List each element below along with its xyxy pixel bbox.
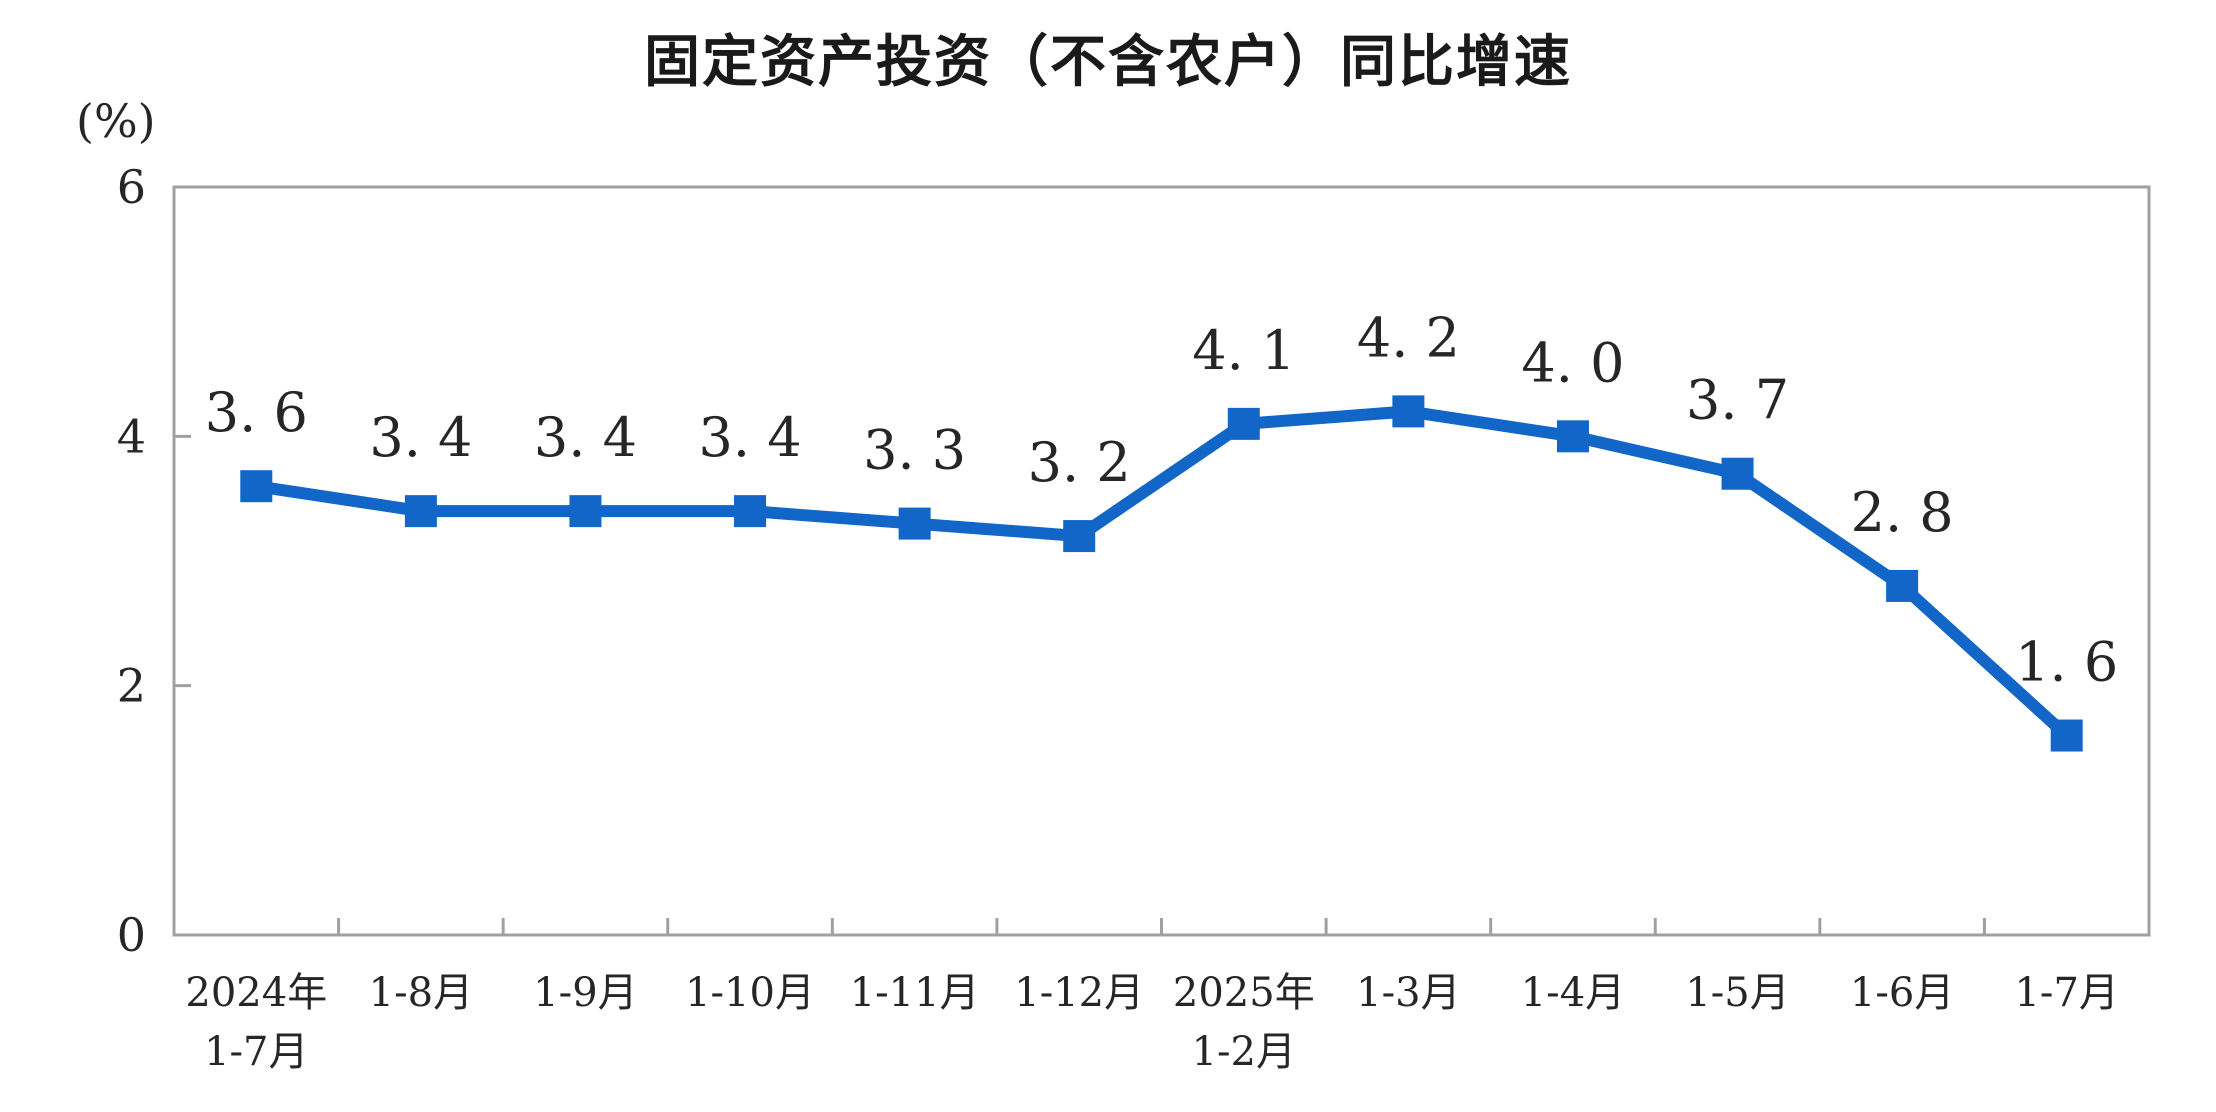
y-axis-unit-label: (%) (76, 94, 156, 148)
x-axis-category-label: 1-3月 (1356, 970, 1460, 1016)
data-line (255, 405, 2071, 740)
data-point-label: 3. 4 (699, 406, 802, 469)
x-axis-category-label: 2025年 (1173, 970, 1315, 1016)
data-point-marker (898, 507, 931, 540)
y-axis-tick-label: 2 (117, 659, 146, 713)
x-axis-category-label: 1-7月 (2014, 970, 2118, 1016)
data-point-marker (404, 495, 437, 528)
data-point-marker (1721, 457, 1754, 490)
y-axis-tick-label: 4 (117, 409, 146, 463)
data-point-marker (1392, 395, 1425, 428)
y-axis-tick-label: 6 (117, 160, 146, 214)
x-axis-category-label: 2024年 (185, 970, 327, 1016)
data-point-label: 3. 6 (205, 381, 308, 444)
data-point-label: 2. 8 (1851, 481, 1954, 544)
data-point-label: 3. 4 (369, 406, 472, 469)
x-axis-category-label: 1-8月 (369, 970, 473, 1016)
data-point-marker (1886, 569, 1919, 602)
data-point-marker (569, 495, 602, 528)
plot-border (172, 185, 2151, 937)
chart-title: 固定资产投资（不含农户）同比增速 (644, 30, 1572, 95)
x-axis-category-label: 1-6月 (1850, 970, 1954, 1016)
data-point-label: 3. 4 (534, 406, 637, 469)
data-point-label: 1. 6 (2015, 631, 2118, 694)
data-point-label: 3. 7 (1686, 369, 1789, 432)
data-point-marker (1227, 407, 1260, 440)
data-point-marker (1063, 520, 1096, 553)
data-point-label: 4. 1 (1192, 319, 1295, 382)
x-axis-category-label: 1-10月 (685, 970, 815, 1016)
x-axis-category-label: 1-11月 (850, 970, 980, 1016)
x-axis-category-label: 1-4月 (1521, 970, 1625, 1016)
x-axis-category-label: 1-9月 (533, 970, 637, 1016)
data-point-marker (240, 470, 273, 503)
data-point-marker (2050, 719, 2083, 752)
x-axis-category-label: 1-5月 (1685, 970, 1789, 1016)
data-point-marker (1556, 420, 1589, 453)
x-axis-category-label: 1-12月 (1014, 970, 1144, 1016)
x-axis-category-label: 1-7月 (204, 1029, 308, 1075)
data-point-label: 3. 3 (863, 419, 966, 482)
data-point-label: 4. 2 (1357, 306, 1460, 369)
x-axis-category-label: 1-2月 (1192, 1029, 1296, 1075)
data-point-label: 4. 0 (1521, 331, 1624, 394)
data-point-marker (734, 495, 767, 528)
data-point-label: 3. 2 (1028, 431, 1131, 494)
y-axis-tick-label: 0 (117, 908, 146, 962)
